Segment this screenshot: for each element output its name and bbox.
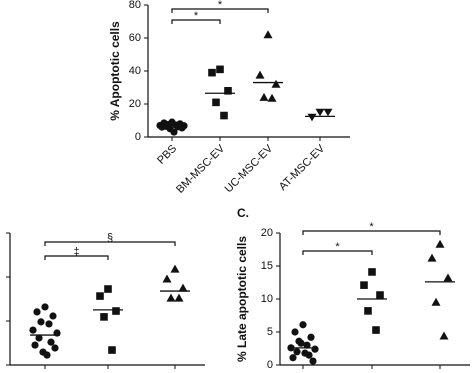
data-point	[104, 285, 112, 293]
significance-label: *	[369, 221, 374, 233]
data-point	[263, 30, 273, 39]
x-tick-label: PBS	[155, 143, 179, 167]
data-point	[427, 253, 437, 262]
y-tick-label: 10	[261, 293, 273, 305]
data-point	[368, 268, 376, 276]
y-tick-label: 80	[129, 0, 141, 11]
data-point	[35, 334, 43, 342]
data-point	[170, 128, 178, 136]
y-tick-label: 0	[135, 131, 141, 143]
y-tick-label: 60	[129, 32, 141, 44]
data-point	[162, 274, 172, 283]
y-tick-label: 15	[261, 260, 273, 272]
data-point	[315, 108, 325, 117]
significance-bracket	[171, 19, 221, 24]
data-point	[208, 68, 216, 77]
data-point	[311, 345, 319, 353]
y-tick-label: 20	[261, 227, 273, 239]
y-tick-label: 40	[129, 65, 141, 77]
significance-bracket	[171, 8, 269, 13]
significance-label: *	[218, 0, 223, 11]
significance-bracket	[302, 230, 441, 235]
data-point	[259, 92, 269, 101]
data-point	[293, 348, 301, 356]
data-point	[360, 281, 368, 289]
data-point	[307, 113, 317, 122]
significance-label: *	[194, 10, 199, 22]
significance-label: ‡	[73, 246, 79, 258]
data-point	[255, 70, 265, 79]
data-point	[178, 124, 186, 132]
data-point	[166, 293, 176, 302]
significance-label: *	[335, 241, 340, 253]
data-point	[170, 264, 180, 273]
data-point	[178, 283, 188, 292]
x-tick-label: UC-MSC-EV	[223, 142, 276, 195]
data-point	[372, 326, 380, 334]
data-point	[301, 349, 309, 357]
data-point	[431, 297, 441, 306]
x-tick-label: BM-MSC-EV	[174, 142, 227, 195]
significance-label: §	[107, 232, 113, 244]
data-point	[299, 321, 307, 329]
data-point	[47, 338, 55, 346]
data-point	[100, 313, 108, 321]
data-point	[216, 65, 224, 74]
significance-bracket	[44, 241, 176, 246]
data-point	[303, 341, 311, 349]
data-point	[174, 293, 184, 302]
y-tick-label: 5	[267, 326, 273, 338]
data-point	[43, 351, 51, 359]
data-point	[49, 312, 57, 320]
data-point	[309, 357, 317, 365]
data-point	[29, 326, 37, 334]
data-point	[33, 308, 41, 316]
data-point	[323, 108, 333, 117]
data-point	[108, 346, 116, 354]
data-point	[443, 273, 453, 282]
x-tick-label: AT-MSC-EV	[277, 142, 328, 193]
data-point	[435, 239, 445, 248]
data-point	[112, 307, 120, 315]
data-point	[271, 79, 281, 88]
significance-bracket	[44, 255, 109, 260]
data-point	[37, 318, 45, 326]
data-point	[267, 93, 277, 102]
y-tick-label: 20	[129, 98, 141, 110]
significance-bracket	[302, 250, 373, 255]
data-point	[158, 123, 166, 131]
y-axis-label: % Late apoptotic cells	[235, 236, 249, 362]
data-point	[41, 303, 49, 311]
data-point	[31, 341, 39, 349]
data-point	[45, 320, 53, 328]
data-point	[220, 111, 228, 120]
data-point	[289, 354, 297, 362]
data-point	[439, 331, 449, 340]
data-point	[376, 291, 384, 299]
y-tick-label: 0	[267, 359, 273, 371]
chart-title: C.	[237, 206, 249, 220]
data-point	[212, 98, 220, 107]
data-point	[224, 87, 232, 95]
data-point	[291, 328, 299, 336]
data-point	[297, 339, 305, 347]
data-point	[96, 292, 104, 300]
y-axis-label: % Apoptotic cells	[108, 21, 122, 121]
data-point	[364, 307, 372, 315]
data-point	[307, 333, 315, 341]
data-point	[51, 344, 59, 352]
